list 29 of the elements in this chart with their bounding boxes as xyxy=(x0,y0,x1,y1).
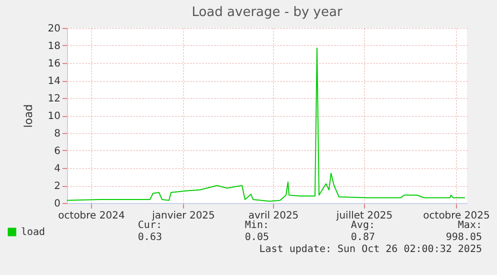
y-tick-label: 14 xyxy=(48,76,60,87)
y-tick-label: 6 xyxy=(54,146,60,157)
x-tick-label: juillet 2025 xyxy=(335,210,393,222)
y-tick-label: 2 xyxy=(54,181,60,192)
y-tick-label: 18 xyxy=(48,41,60,52)
text: 0.63 xyxy=(138,232,162,243)
text: 998.05 xyxy=(446,232,482,243)
y-tick-label: 20 xyxy=(48,24,60,34)
y-tick-label: 16 xyxy=(48,58,60,70)
text: Last update: Sun Oct 26 02:00:32 2025 xyxy=(259,244,482,255)
line-series xyxy=(67,48,466,202)
text: Cur: xyxy=(138,220,162,231)
y-tick-label: 10 xyxy=(48,111,60,122)
y-tick-label: 8 xyxy=(54,128,60,140)
text: Max: xyxy=(458,220,482,231)
x-tick-label: avril 2025 xyxy=(248,210,299,222)
y-tick-label: 0 xyxy=(54,198,60,210)
y-axis-title: load xyxy=(22,104,35,128)
legend-label: load xyxy=(21,227,46,238)
x-tick-label: janvier 2025 xyxy=(151,210,215,222)
text: Min: xyxy=(244,220,269,231)
text: 0.87 xyxy=(350,232,375,243)
x-tick-label: octobre 2025 xyxy=(423,210,490,222)
text: Avg: xyxy=(350,220,375,231)
y-tick-label: 12 xyxy=(48,94,60,104)
y-tick-label: 4 xyxy=(54,164,60,174)
text: 0.05 xyxy=(244,232,269,243)
x-tick-label: octobre 2024 xyxy=(58,210,125,222)
chart-title: Load average - by year xyxy=(192,5,343,20)
